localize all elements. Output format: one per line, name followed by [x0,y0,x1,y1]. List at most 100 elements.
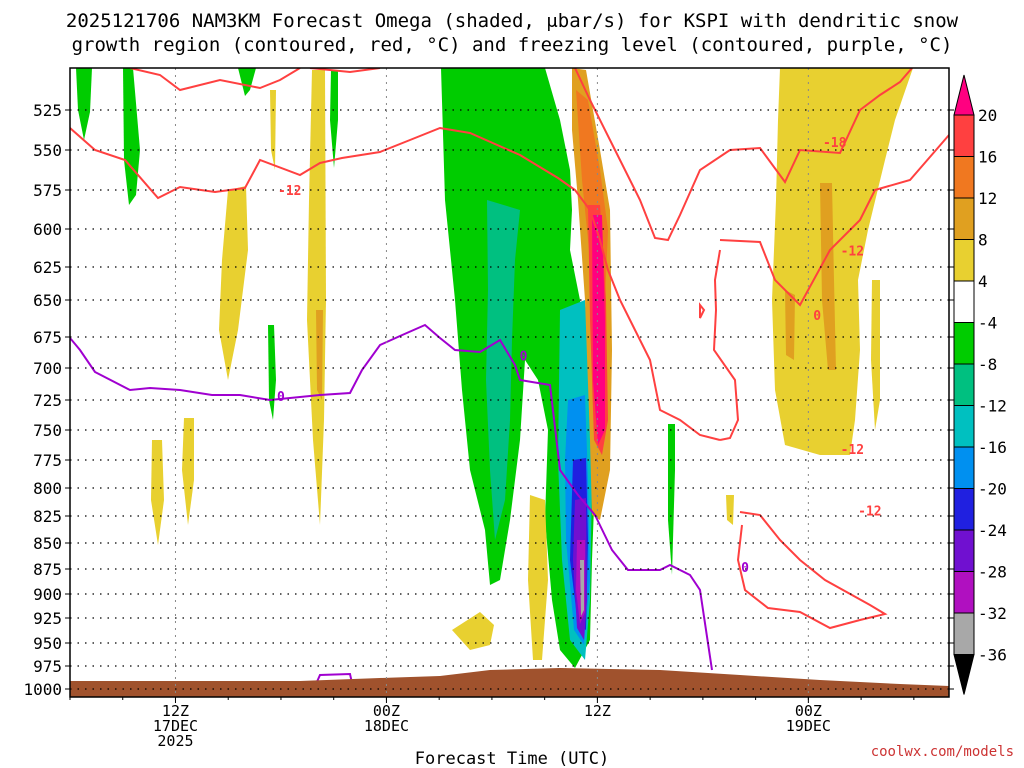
omega-region-yellow-1 [219,186,248,380]
omega-region-green-main [441,68,595,668]
omega-region-teal [486,200,520,540]
x-tick-label-3-0: 00Z [795,702,822,720]
contour-label-0: -12 [278,184,301,199]
y-tick-label-825: 825 [33,507,62,526]
omega-region-yellow-8 [726,495,734,525]
colorbar-label-9: -20 [978,480,1007,499]
y-tick-label-625: 625 [33,258,62,277]
isotherm-line-5 [719,134,949,307]
omega-region-yellow-5 [182,418,194,525]
colorbar-label-6: -8 [978,355,997,374]
colorbar-label-5: -4 [978,314,997,333]
contour-label-2: -12 [841,244,864,259]
x-tick-label-0-0: 12Z [162,702,189,720]
omega-region-orange-right [820,183,836,370]
contour-label-3: -12 [841,443,864,458]
colorbar-top-triangle [953,74,975,116]
colorbar-label-13: -36 [978,646,1007,665]
y-tick-label-800: 800 [33,479,62,498]
freezing-level-line-main [70,323,713,671]
y-tick-label-525: 525 [33,101,62,120]
omega-region-yellow-9 [772,68,913,455]
colorbar-segment-9 [953,488,975,531]
colorbar-segment-4 [953,280,975,323]
colorbar-label-8: -16 [978,438,1007,457]
omega-region-green-right1 [668,424,675,575]
y-tick-label-750: 750 [33,421,62,440]
colorbar-segment-11 [953,571,975,614]
colorbar-segment-0 [953,114,975,157]
freezing-level-line-sfc2 [315,672,353,685]
omega-region-yellow-10 [871,280,880,430]
omega-region-green-left3 [238,68,256,96]
y-tick-label-775: 775 [33,451,62,470]
colorbar-segment-1 [953,156,975,199]
contour-label-6: 0 [277,390,285,405]
contour-label-4: -12 [858,504,881,519]
y-tick-label-600: 600 [33,220,62,239]
omega-region-green-left4 [330,70,338,168]
x-tick-label-3-1: 19DEC [786,717,831,735]
isotherm-line-6 [712,249,740,441]
contour-labels: -12 -18 -12 -12 -12 0 0 0 0 [277,136,882,576]
colorbar-label-10: -24 [978,521,1007,540]
colorbar-segment-12 [953,612,975,655]
isotherm-line-3 [309,68,381,74]
colorbar-label-2: 12 [978,189,997,208]
credit-text: coolwx.com/models [871,744,1014,760]
chart-title-line2: growth region (contoured, red, °C) and f… [72,34,953,56]
omega-region-yellow-2 [307,70,326,525]
chart-title-line1: 2025121706 NAM3KM Forecast Omega (shaded… [66,10,959,32]
omega-region-magenta [592,215,605,445]
omega-shading [76,68,913,668]
plot-area [70,68,949,697]
omega-region-yellow-7 [452,612,494,650]
y-tick-label-675: 675 [33,328,62,347]
y-tick-label-1000: 1000 [23,680,62,699]
isotherm-loop [699,302,706,319]
y-tick-label-575: 575 [33,181,62,200]
colorbar-bottom-triangle [953,654,975,695]
plot-frame [69,67,950,698]
x-tick-label-1-0: 00Z [373,702,400,720]
y-tick-label-875: 875 [33,560,62,579]
y-tick-label-950: 950 [33,634,62,653]
colorbar: 20 16 12 8 4 -4 -8 -12 -16 -20 -24 -28 -32 -36 [953,74,1007,695]
contour-label-8: 0 [741,561,749,576]
omega-region-yellow-3 [270,90,276,170]
y-tick-label-975: 975 [33,657,62,676]
isotherm-line-2 [129,68,301,92]
y-tick-label-850: 850 [33,534,62,553]
y-tick-label-900: 900 [33,585,62,604]
colorbar-segment-5 [953,322,975,365]
colorbar-segment-2 [953,197,975,240]
x-tick-label-0-1: 17DEC [153,717,198,735]
colorbar-segment-6 [953,363,975,406]
y-tick-label-700: 700 [33,359,62,378]
y-tick-label-550: 550 [33,141,62,160]
y-tick-label-725: 725 [33,391,62,410]
colorbar-label-0: 20 [978,106,997,125]
x-tick-label-1-1: 18DEC [364,717,409,735]
omega-region-orange-left [316,310,323,400]
colorbar-label-4: 4 [978,272,988,291]
colorbar-label-12: -32 [978,604,1007,623]
colorbar-label-3: 8 [978,231,988,250]
colorbar-segment-10 [953,529,975,572]
colorbar-segment-8 [953,446,975,489]
omega-region-grey [580,560,584,616]
omega-region-green-left1 [76,68,92,140]
contour-label-1: -18 [823,136,847,151]
colorbar-label-11: -28 [978,563,1007,582]
y-tick-label-925: 925 [33,609,62,628]
x-tick-label-0-2: 2025 [157,732,193,750]
omega-region-yellow-4 [151,440,164,545]
omega-region-yellow-6 [528,495,548,660]
x-tick-label-2-0: 12Z [584,702,611,720]
y-axis: 525 550 575 600 625 650 675 700 725 750 775 800 825 8… [23,101,954,699]
x-axis-title: Forecast Time (UTC) [415,749,609,768]
colorbar-label-1: 16 [978,148,997,167]
y-tick-label-650: 650 [33,291,62,310]
